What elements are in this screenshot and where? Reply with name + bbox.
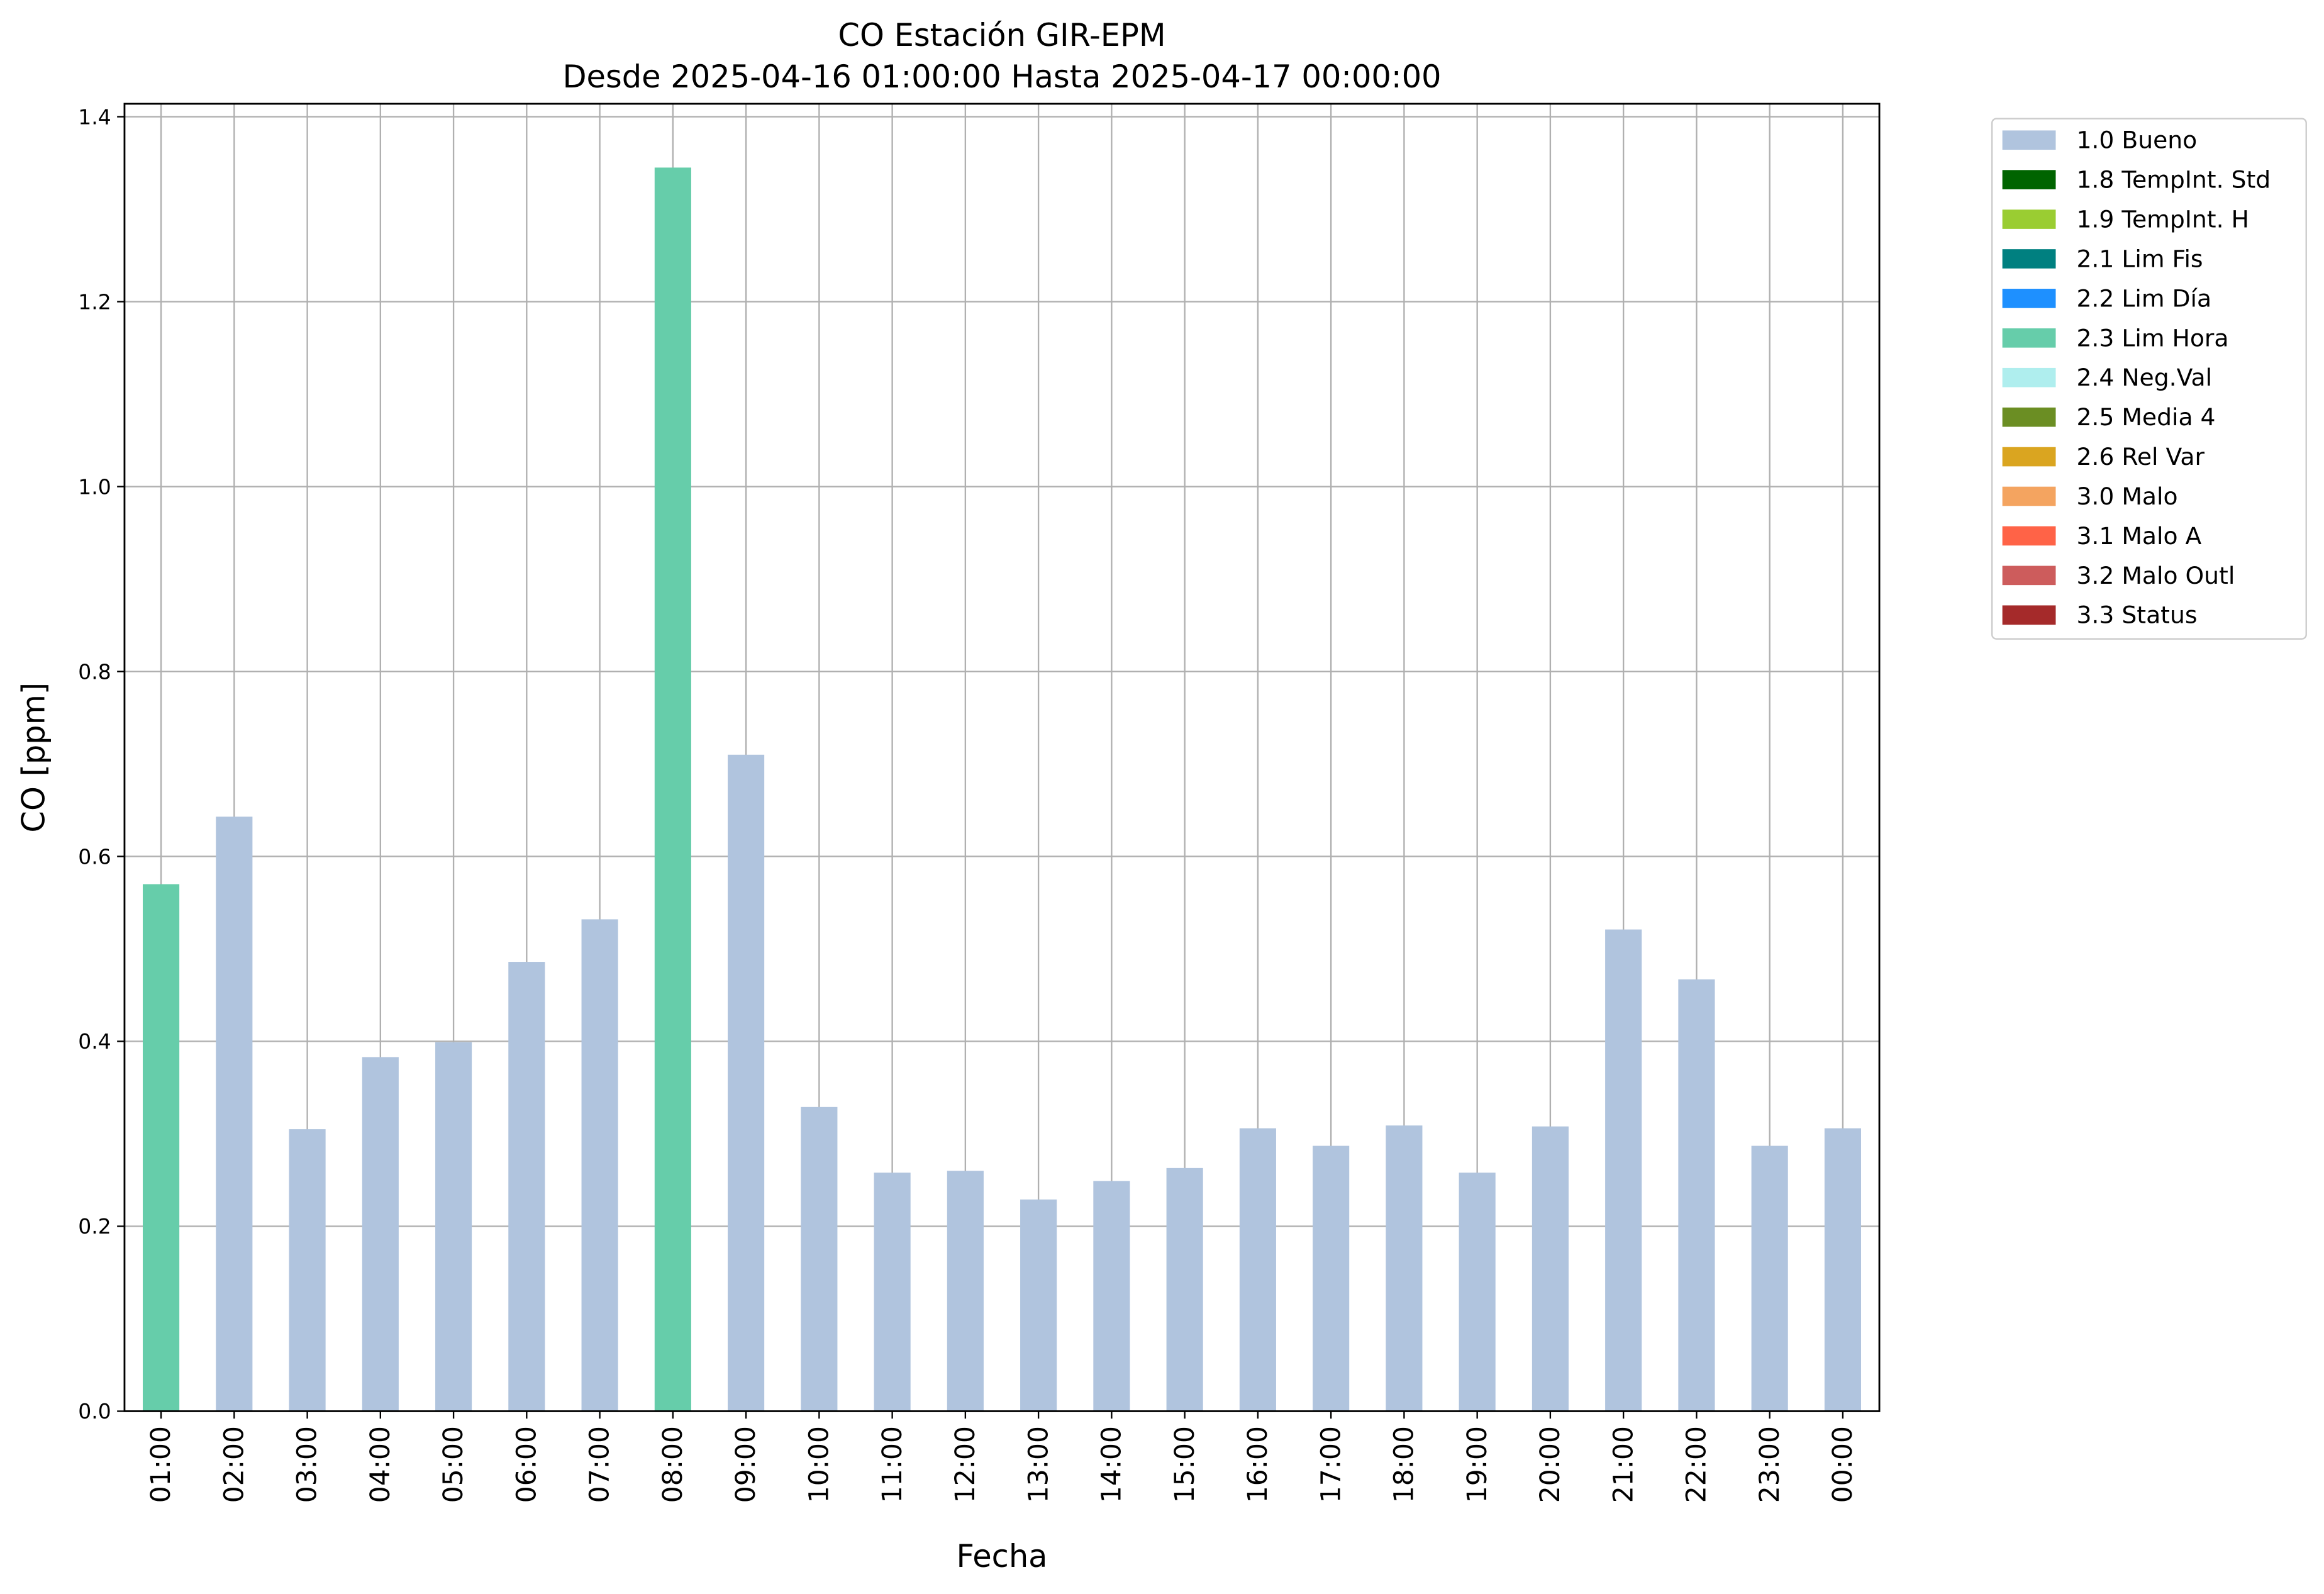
bar <box>1093 1181 1130 1412</box>
bars <box>143 167 1861 1412</box>
bar <box>1751 1145 1788 1412</box>
x-tick-label: 19:00 <box>1462 1426 1493 1503</box>
y-tick-label: 0.8 <box>78 659 111 684</box>
legend-label: 3.1 Malo A <box>2076 522 2201 550</box>
bar <box>947 1171 984 1412</box>
legend-label: 1.8 TempInt. Std <box>2076 166 2271 194</box>
bar <box>1313 1145 1350 1412</box>
legend-swatch <box>2002 447 2056 467</box>
y-tick-label: 0.2 <box>78 1214 111 1239</box>
legend-swatch <box>2002 170 2056 189</box>
x-tick-label: 01:00 <box>146 1426 177 1503</box>
legend-label: 2.1 Lim Fis <box>2076 245 2203 272</box>
bar <box>1532 1126 1569 1412</box>
bar <box>508 962 545 1412</box>
legend-swatch <box>2002 367 2056 387</box>
x-tick-label: 04:00 <box>365 1426 396 1503</box>
x-tick-label: 07:00 <box>585 1426 616 1503</box>
legend-label: 1.0 Bueno <box>2076 126 2197 154</box>
legend-label: 1.9 TempInt. H <box>2076 206 2249 233</box>
legend-label: 3.0 Malo <box>2076 482 2177 510</box>
x-tick-label: 08:00 <box>658 1426 689 1503</box>
y-tick-label: 1.0 <box>78 474 111 499</box>
bar <box>1020 1199 1057 1412</box>
x-tick-label: 14:00 <box>1097 1426 1128 1503</box>
legend-box <box>1991 118 2307 640</box>
x-tick-label: 22:00 <box>1682 1426 1713 1503</box>
legend-label: 2.6 Rel Var <box>2076 443 2204 471</box>
bar <box>1605 929 1642 1412</box>
x-tick-label: 02:00 <box>219 1426 250 1503</box>
legend-swatch <box>2002 526 2056 546</box>
legend-label: 2.2 Lim Día <box>2076 284 2211 312</box>
chart-subtitle: Desde 2025-04-16 01:00:00 Hasta 2025-04-… <box>562 59 1441 95</box>
y-tick-label: 1.2 <box>78 289 111 314</box>
legend-swatch <box>2002 566 2056 586</box>
x-tick-label: 03:00 <box>292 1426 323 1503</box>
legend-label: 3.2 Malo Outl <box>2076 562 2235 589</box>
bar <box>362 1057 399 1412</box>
legend-swatch <box>2002 249 2056 269</box>
x-tick-label: 10:00 <box>804 1426 835 1503</box>
bar <box>654 167 691 1412</box>
axes: 0.0 0.2 0.4 0.6 0.8 1.0 1.2 1.4 01:00 02:00 03:00 0… <box>78 104 1859 1503</box>
x-tick-label: 06:00 <box>511 1426 542 1503</box>
legend-swatch <box>2002 407 2056 427</box>
legend-label: 2.3 Lim Hora <box>2076 324 2228 352</box>
x-tick-label: 15:00 <box>1170 1426 1201 1503</box>
legend-label: 2.5 Media 4 <box>2076 403 2215 431</box>
x-tick-label: 18:00 <box>1389 1426 1420 1503</box>
bar <box>1166 1168 1203 1412</box>
bar <box>801 1106 838 1412</box>
x-tick-label: 20:00 <box>1535 1426 1566 1503</box>
x-tick-label: 05:00 <box>438 1426 469 1503</box>
x-tick-label: 17:00 <box>1316 1426 1347 1503</box>
bar <box>143 884 180 1412</box>
x-tick-label: 21:00 <box>1608 1426 1639 1503</box>
plot-frame <box>123 103 1881 1412</box>
legend-swatch <box>2002 328 2056 348</box>
x-tick-label: 13:00 <box>1023 1426 1054 1503</box>
bar <box>1678 979 1715 1412</box>
x-tick-label: 00:00 <box>1828 1426 1859 1503</box>
bar <box>1459 1173 1496 1412</box>
bar <box>581 919 618 1412</box>
legend: 1.0 Bueno 1.8 TempInt. Std 1.9 TempInt. H 2… <box>1991 118 2307 640</box>
bar <box>728 754 765 1412</box>
bar <box>216 817 253 1412</box>
bar <box>1824 1128 1861 1412</box>
legend-swatch <box>2002 289 2056 308</box>
legend-label: 2.4 Neg.Val <box>2076 364 2212 391</box>
y-tick-label: 0.4 <box>78 1029 111 1054</box>
bar <box>435 1042 472 1412</box>
x-tick-label: 16:00 <box>1243 1426 1274 1503</box>
legend-swatch <box>2002 130 2056 150</box>
x-tick-label: 12:00 <box>950 1426 981 1503</box>
bar <box>1386 1125 1423 1412</box>
legend-label: 3.3 Status <box>2076 601 2197 629</box>
x-tick-label: 09:00 <box>731 1426 762 1503</box>
chart-title: CO Estación GIR-EPM <box>838 17 1165 53</box>
bar <box>289 1129 326 1412</box>
x-tick-label: 23:00 <box>1755 1426 1786 1503</box>
legend-swatch <box>2002 209 2056 229</box>
y-tick-label: 0.6 <box>78 844 111 869</box>
y-axis-label: CO [ppm] <box>16 683 52 833</box>
y-tick-label: 0.0 <box>78 1399 111 1424</box>
bar <box>874 1173 911 1412</box>
y-tick-label: 1.4 <box>78 104 111 129</box>
x-tick-label: 11:00 <box>877 1426 908 1503</box>
legend-swatch <box>2002 486 2056 506</box>
bar <box>1239 1128 1276 1412</box>
legend-swatch <box>2002 605 2056 625</box>
x-axis-label: Fecha <box>956 1538 1047 1574</box>
